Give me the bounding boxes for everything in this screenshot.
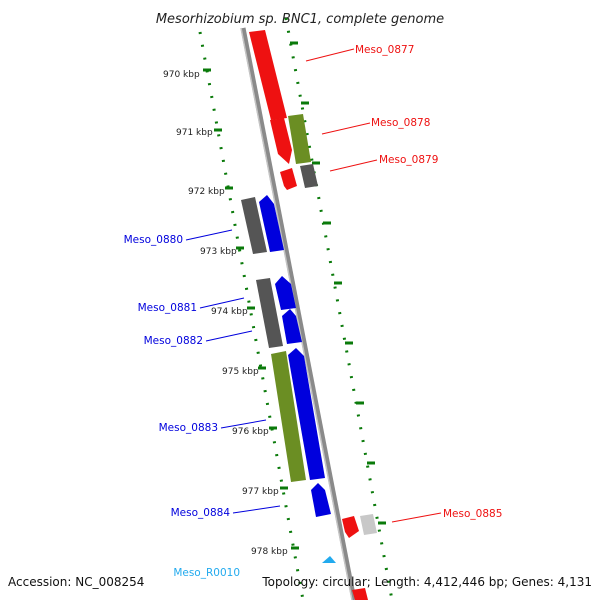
gene-arrow-bottom-red[interactable] <box>352 588 368 600</box>
gene-arrow-meso-0880[interactable] <box>259 195 284 252</box>
gene-arrow-meso-0883[interactable] <box>288 348 325 480</box>
inner-tick-track <box>198 31 305 600</box>
gene-label-meso-0881[interactable]: Meso_0881 <box>138 302 197 314</box>
gene-label-meso-0877[interactable]: Meso_0877 <box>355 44 414 56</box>
leader-meso-0884 <box>232 505 281 514</box>
kbp-labels: 970 kbp 971 kbp 972 kbp 973 kbp 974 kbp … <box>163 70 288 557</box>
gene-arrow-meso-0881[interactable] <box>275 276 296 310</box>
gene-label-meso-0884[interactable]: Meso_0884 <box>171 507 231 519</box>
gene-label-meso-0880[interactable]: Meso_0880 <box>124 234 183 246</box>
leader-lines <box>185 48 442 523</box>
kbp-label: 973 kbp <box>200 247 237 257</box>
leader-meso-0878 <box>321 122 371 135</box>
leader-meso-0879 <box>329 159 378 172</box>
gene-box-gray-0879[interactable] <box>300 164 318 188</box>
gene-arrow-meso-0884[interactable] <box>311 483 331 517</box>
gene-label-meso-0883[interactable]: Meso_0883 <box>159 422 218 434</box>
gene-arrow-meso-0882[interactable] <box>282 309 302 344</box>
kbp-label: 970 kbp <box>163 70 200 80</box>
kbp-label: 978 kbp <box>251 547 288 557</box>
gene-box-lightgray-0885[interactable] <box>360 514 377 535</box>
gene-label-meso-0882[interactable]: Meso_0882 <box>144 335 203 347</box>
kbp-label: 971 kbp <box>176 128 213 138</box>
leader-meso-0880 <box>185 229 233 241</box>
gene-arrow-meso-0885[interactable] <box>342 516 359 538</box>
kbp-label: 977 kbp <box>242 487 279 497</box>
gene-box-gray-0881[interactable] <box>256 278 283 348</box>
gene-label-meso-0885[interactable]: Meso_0885 <box>443 508 502 520</box>
gene-arrow-meso-0877[interactable] <box>249 30 287 120</box>
gene-box-gray-0880[interactable] <box>241 197 267 254</box>
map-title: Mesorhizobium sp. BNC1, complete genome <box>156 12 444 27</box>
gene-label-meso-r0010[interactable]: Meso_R0010 <box>173 567 240 579</box>
gene-box-olive-0883[interactable] <box>271 351 306 482</box>
accession-text: Accession: NC_008254 <box>8 575 144 589</box>
outer-major-ticks <box>290 41 386 525</box>
gene-label-meso-0878[interactable]: Meso_0878 <box>371 117 430 129</box>
gene-label-meso-0879[interactable]: Meso_0879 <box>379 154 438 166</box>
genome-backbone-highlight <box>240 27 353 600</box>
genome-summary-text: Topology: circular; Length: 4,412,446 bp… <box>261 575 592 589</box>
gene-arrow-meso-0878[interactable] <box>288 114 311 164</box>
genome-backbone-line <box>240 27 357 600</box>
leader-meso-0882 <box>205 330 253 342</box>
kbp-label: 976 kbp <box>232 427 269 437</box>
kbp-label: 974 kbp <box>211 307 248 317</box>
leader-meso-0881 <box>199 297 245 309</box>
gene-arrow-meso-r0010[interactable] <box>322 556 336 563</box>
kbp-label: 975 kbp <box>222 367 259 377</box>
gene-arrow-meso-0879[interactable] <box>280 168 297 190</box>
kbp-label: 972 kbp <box>188 187 225 197</box>
leader-meso-0877 <box>305 48 355 62</box>
gene-arrow-meso-0877b[interactable] <box>270 118 292 164</box>
leader-meso-0885 <box>391 512 442 523</box>
gene-features <box>241 30 377 600</box>
leader-meso-0883 <box>220 419 267 429</box>
gene-labels: Meso_0877 Meso_0878 Meso_0879 Meso_0880 … <box>124 44 503 579</box>
inner-major-ticks <box>203 68 299 550</box>
